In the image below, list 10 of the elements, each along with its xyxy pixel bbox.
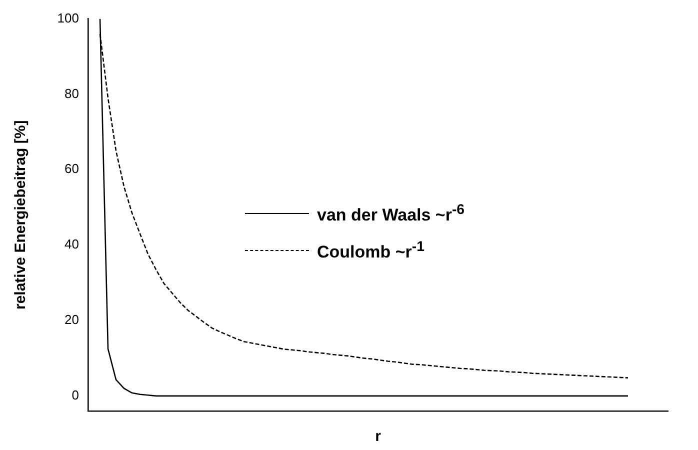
legend-label: Coulomb ~r$^{-1}$ — [317, 238, 425, 262]
y-tick-label: 80 — [64, 86, 79, 101]
y-tick-label: 20 — [64, 312, 79, 328]
x-axis-title: r — [375, 428, 382, 446]
y-tick-label: 40 — [64, 236, 79, 252]
y-tick-label: 0 — [72, 387, 79, 402]
y-tick-label: 60 — [64, 161, 79, 176]
y-axis-title: relative Energiebeitrag [%] — [12, 120, 30, 310]
legend-label: van der Waals ~r$^{-6}$ — [317, 202, 465, 226]
y-tick-label: 100 — [57, 10, 79, 26]
